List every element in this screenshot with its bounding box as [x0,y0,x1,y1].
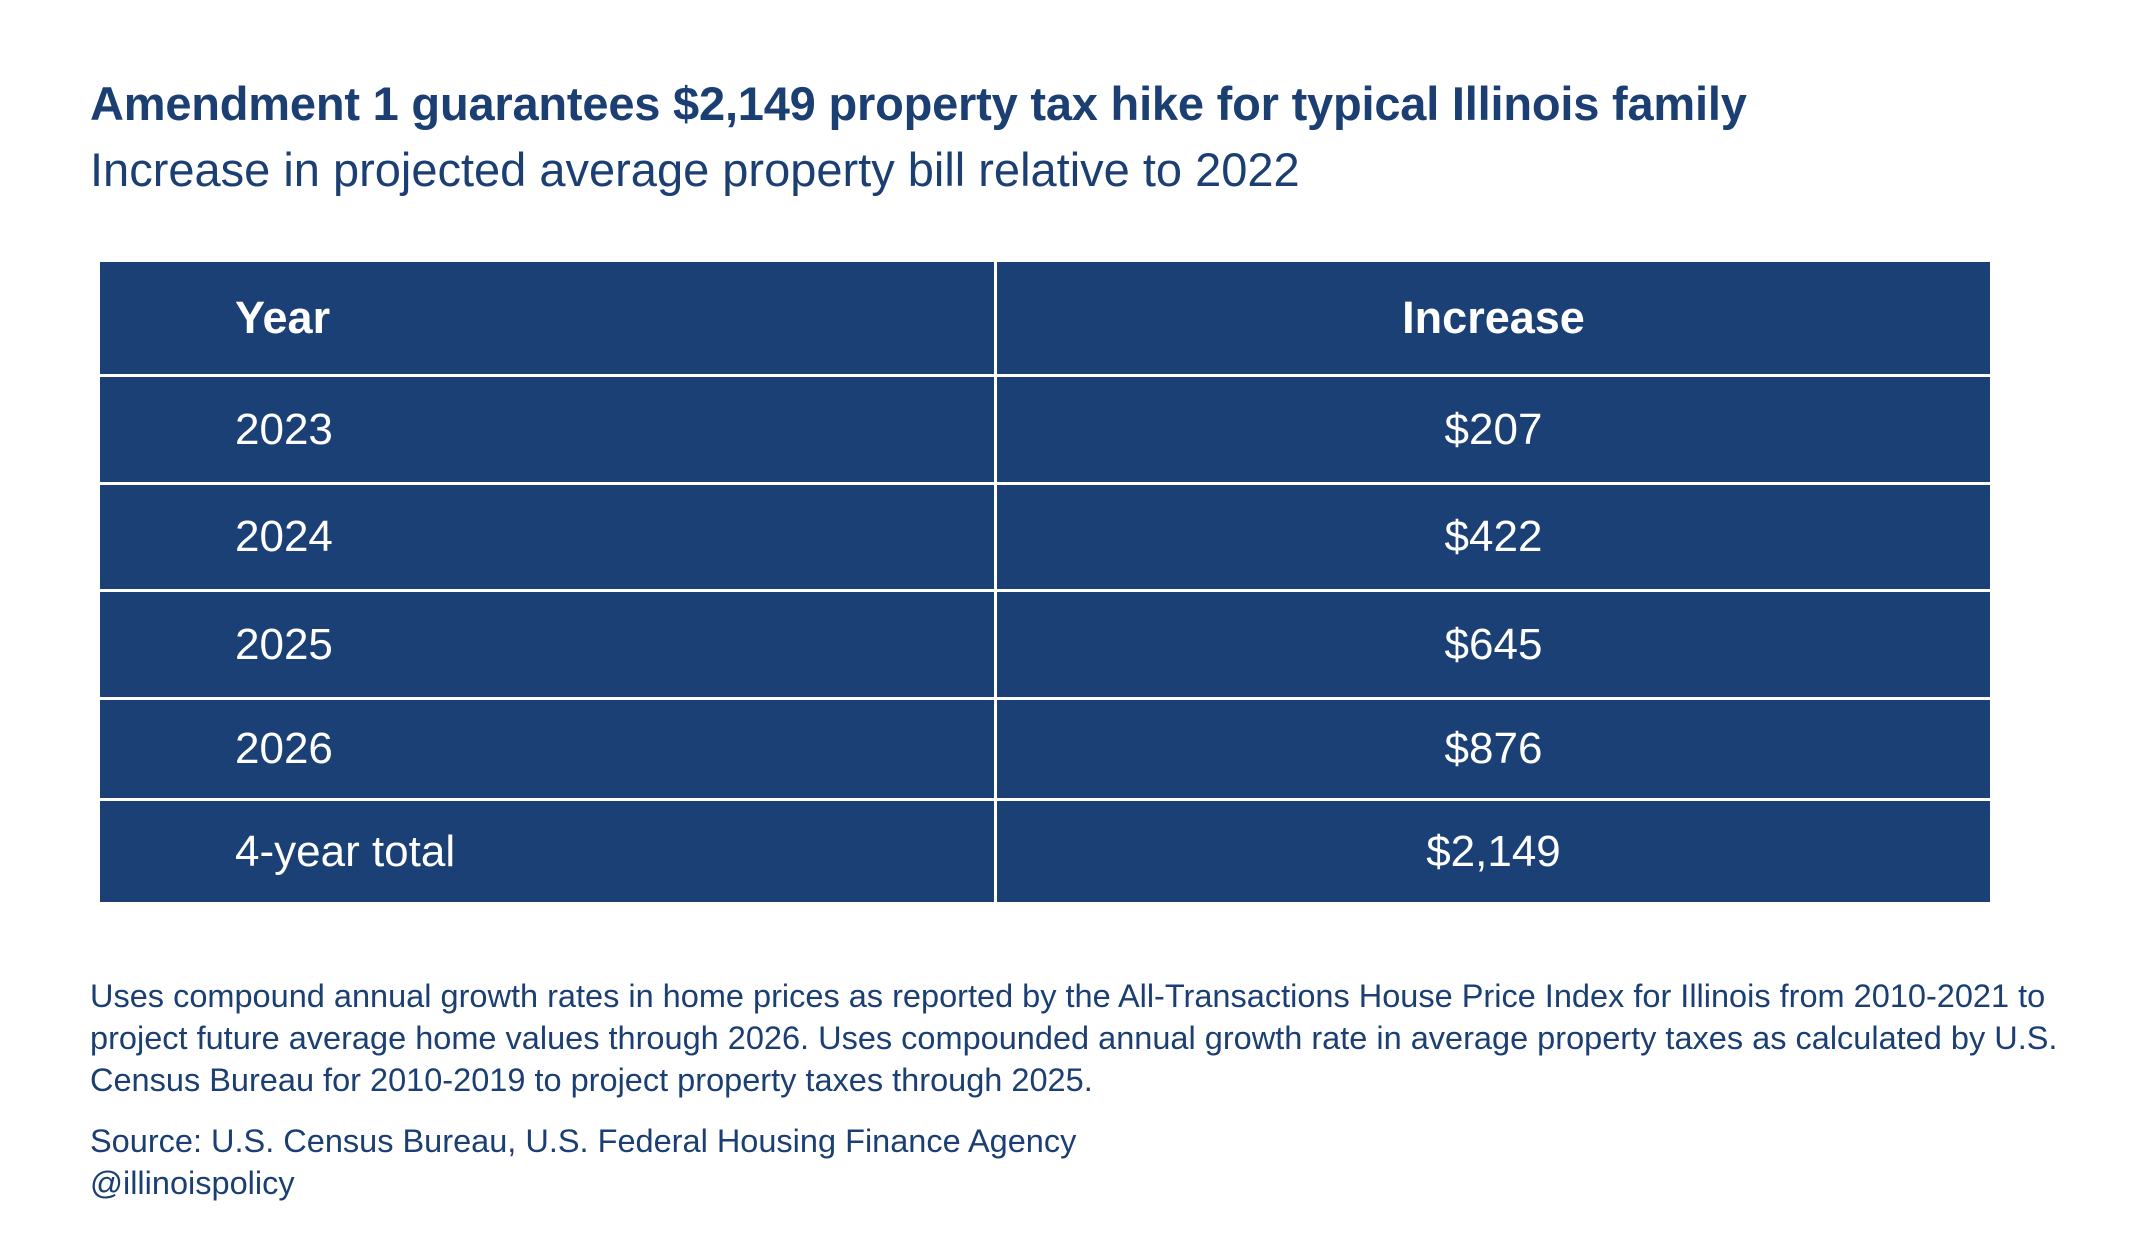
row-year-cell: 2026 [100,700,997,801]
row-year-cell: 2023 [100,377,997,485]
row-year-cell: 2024 [100,485,997,592]
header-increase: Increase [997,262,1990,377]
table-grid: Year Increase 2023 $207 2024 $422 2025 $… [100,262,1990,902]
chart-title: Amendment 1 guarantees $2,149 property t… [90,77,1747,130]
source-text: Source: U.S. Census Bureau, U.S. Federal… [90,1123,1077,1159]
methodology-note: Uses compound annual growth rates in hom… [90,978,2058,1098]
header-year: Year [100,262,997,377]
social-handle: @illinoispolicy [90,1165,295,1201]
row-increase-cell: $422 [997,485,1990,592]
chart-subtitle: Increase in projected average property b… [90,143,1300,196]
source-block: Source: U.S. Census Bureau, U.S. Federal… [90,1120,1076,1204]
row-year-cell: 2025 [100,592,997,700]
total-increase-cell: $2,149 [1426,826,1561,876]
data-table: Year Increase 2023 $207 2024 $422 2025 $… [100,262,1990,902]
row-increase-cell: $645 [997,592,1990,700]
row-increase-cell: $207 [997,377,1990,485]
row-increase-cell: $876 [997,700,1990,801]
total-year-cell: 4-year total [100,801,997,902]
